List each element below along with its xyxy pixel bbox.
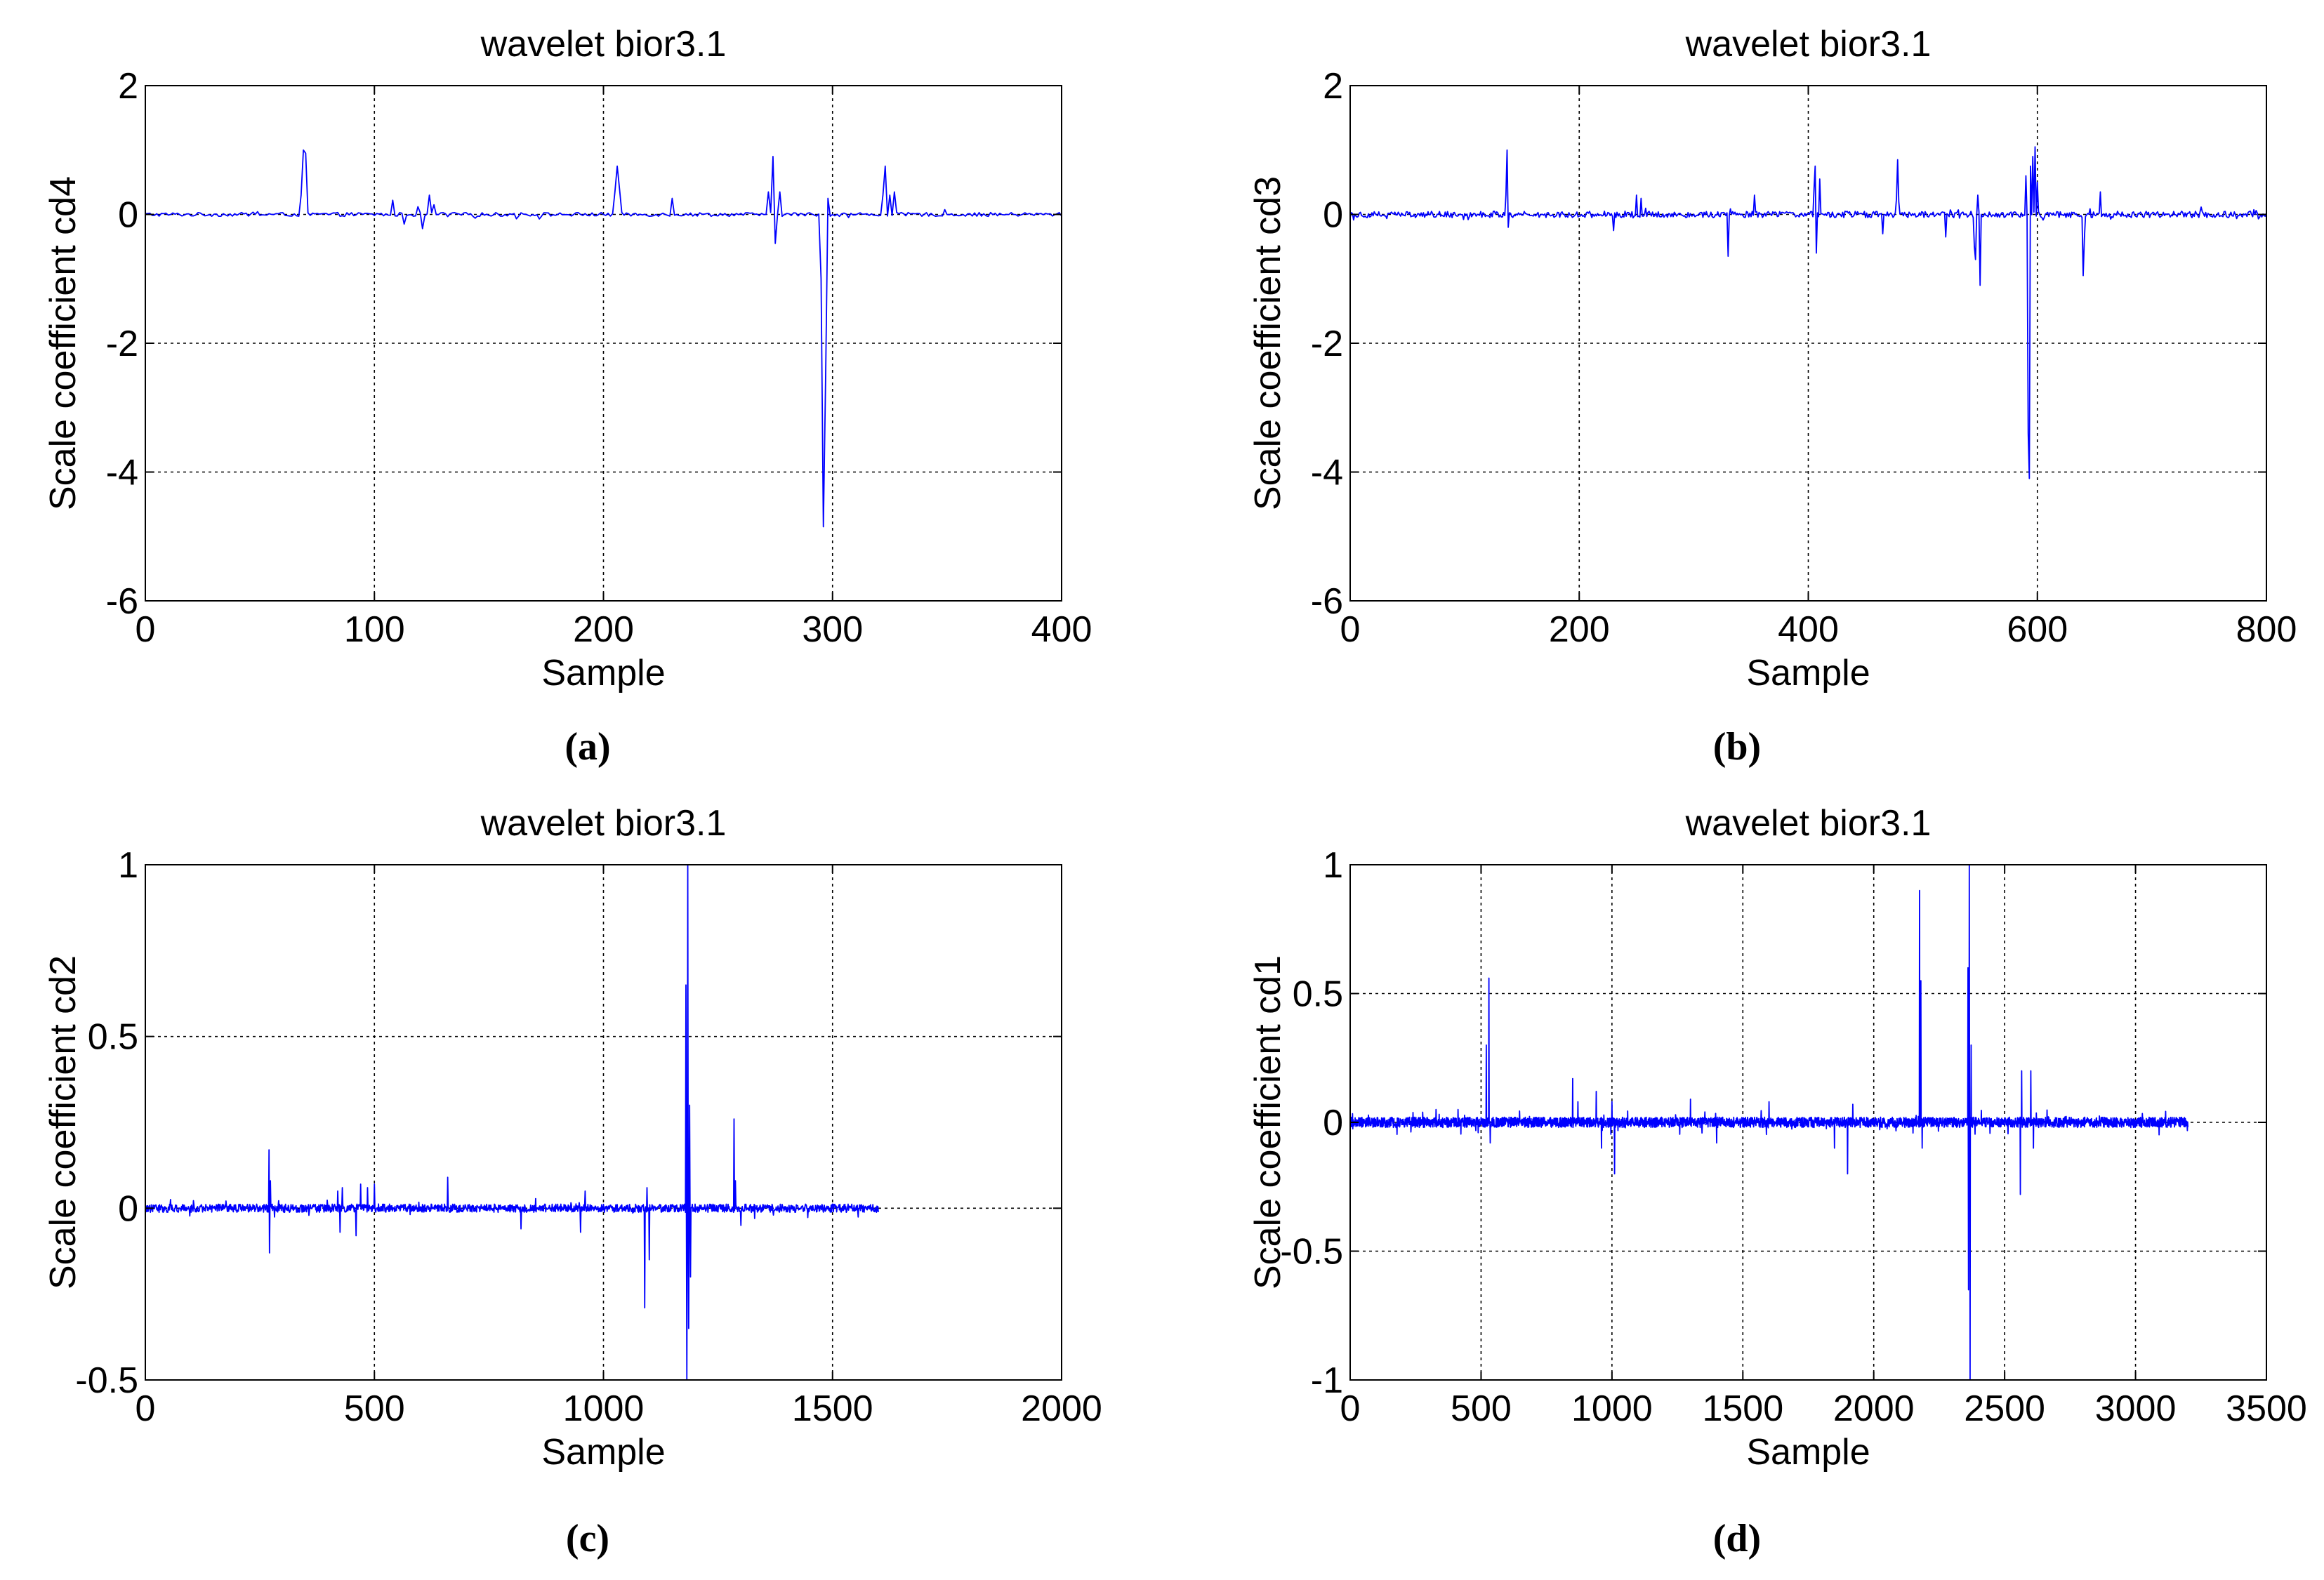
- caption-b: (b): [1713, 725, 1761, 769]
- y-tick-label: 0: [1323, 195, 1343, 236]
- grid-lines: [145, 86, 1062, 601]
- x-tick-label: 500: [1451, 1388, 1512, 1429]
- y-tick-label: 1: [118, 845, 138, 886]
- caption-c: (c): [566, 1517, 609, 1560]
- x-axis-label: Sample: [1746, 653, 1870, 693]
- x-axis-label: Sample: [1746, 1432, 1870, 1473]
- x-tick-label: 500: [344, 1388, 405, 1429]
- x-tick-label: 0: [1340, 1388, 1361, 1429]
- y-tick-label: -4: [1311, 453, 1343, 493]
- y-tick-label: -4: [106, 453, 138, 493]
- x-tick-label: 600: [2007, 609, 2068, 650]
- x-tick-label: 1000: [563, 1388, 645, 1429]
- y-tick-label: -0.5: [1280, 1232, 1343, 1273]
- y-axis-label: Scale coefficient cd3: [1248, 176, 1288, 510]
- chart-title: wavelet bior3.1: [480, 803, 727, 844]
- y-tick-label: 1: [1323, 845, 1343, 886]
- x-tick-label: 3500: [2226, 1388, 2307, 1429]
- x-tick-label: 0: [136, 609, 156, 650]
- chart-title: wavelet bior3.1: [1685, 24, 1932, 65]
- x-tick-label: 200: [1549, 609, 1610, 650]
- x-tick-label: 1500: [792, 1388, 873, 1429]
- x-tick-label: 800: [2236, 609, 2297, 650]
- y-tick-label: 2: [1323, 66, 1343, 107]
- y-tick-label: 2: [118, 66, 138, 107]
- y-axis-label: Scale coefficient cd1: [1248, 955, 1288, 1289]
- x-tick-label: 300: [802, 609, 863, 650]
- y-tick-label: 0.5: [88, 1017, 138, 1058]
- chart-panel-a: 0 100 200 300 400 2 0 -2 -4 -6 wavelet bior3.1 Samp…: [43, 24, 1092, 693]
- plot-area: [145, 865, 1062, 1380]
- chart-title: wavelet bior3.1: [1685, 803, 1932, 844]
- x-axis-label: Sample: [541, 653, 665, 693]
- y-tick-label: -0.5: [75, 1360, 138, 1401]
- series-line-cd: [145, 864, 879, 1381]
- caption-d: (d): [1713, 1517, 1761, 1560]
- chart-title: wavelet bior3.1: [480, 24, 727, 65]
- y-tick-label: -1: [1311, 1360, 1343, 1401]
- y-tick-label: 0.5: [1293, 974, 1343, 1015]
- x-tick-label: 0: [136, 1388, 156, 1429]
- x-tick-label: 1500: [1702, 1388, 1783, 1429]
- y-tick-label: 0: [118, 1188, 138, 1229]
- y-axis-label: Scale coefficient cd2: [43, 955, 84, 1289]
- x-tick-label: 2000: [1021, 1388, 1102, 1429]
- y-tick-label: 0: [118, 195, 138, 236]
- y-tick-label: -6: [106, 581, 138, 622]
- x-tick-label: 2000: [1833, 1388, 1915, 1429]
- x-tick-label: 2500: [1964, 1388, 2045, 1429]
- x-tick-label: 1000: [1571, 1388, 1653, 1429]
- caption-a: (a): [565, 725, 610, 769]
- series-line-cd: [145, 149, 1062, 528]
- x-tick-label: 200: [573, 609, 634, 650]
- x-tick-label: 400: [1778, 609, 1839, 650]
- y-tick-label: -6: [1311, 581, 1343, 622]
- x-tick-label: 0: [1340, 609, 1361, 650]
- x-tick-label: 100: [344, 609, 405, 650]
- y-tick-label: 0: [1323, 1103, 1343, 1143]
- chart-panel-d: 0 500 1000 1500 2000 2500 3000 3500 1 0.5 0 -0.5 -1 w…: [1248, 803, 2307, 1473]
- y-axis-label: Scale coefficient cd4: [43, 176, 84, 510]
- x-tick-label: 3000: [2095, 1388, 2177, 1429]
- series-line-cd: [1349, 146, 2267, 479]
- y-tick-label: -2: [1311, 324, 1343, 364]
- y-tick-label: -2: [106, 324, 138, 364]
- chart-panel-b: 0 200 400 600 800 2 0 -2 -4 -6 wavelet bior3.1 Samp…: [1248, 24, 2297, 693]
- x-axis-label: Sample: [541, 1432, 665, 1473]
- series-line-cd: [1349, 864, 2189, 1381]
- x-tick-label: 400: [1031, 609, 1092, 650]
